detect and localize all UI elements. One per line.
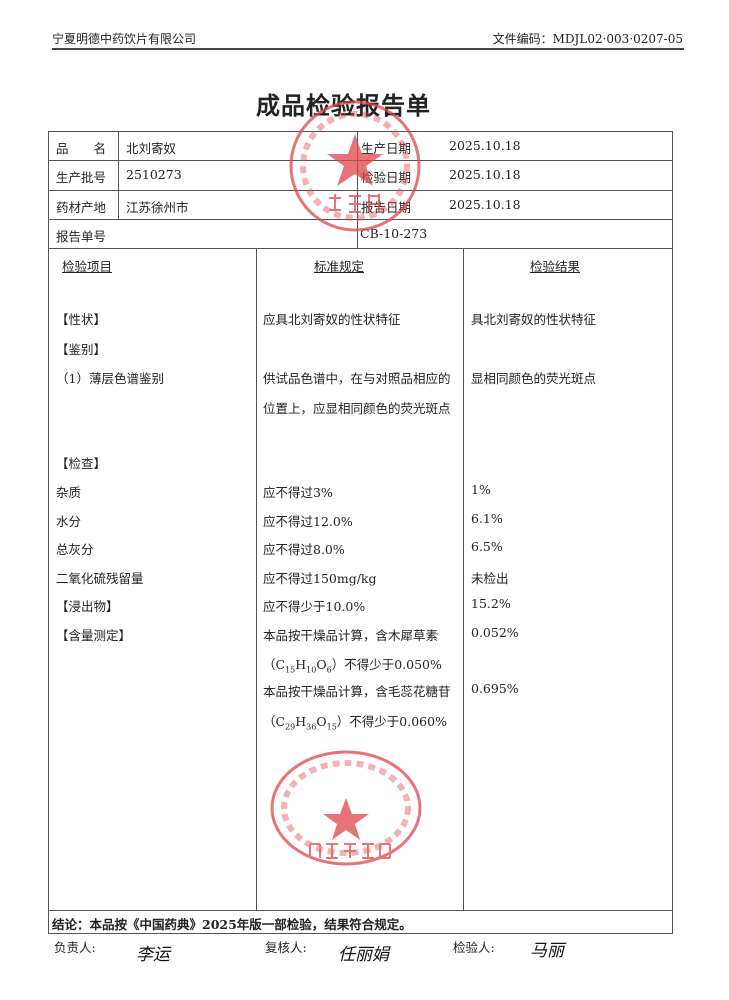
row-result: 1% xyxy=(471,482,491,497)
test-date-label: 检验日期 xyxy=(361,170,412,185)
report-no-label: 报告单号 xyxy=(56,229,107,244)
name-label: 品 名 xyxy=(56,141,107,156)
batch-number: 2510273 xyxy=(126,167,182,182)
row-item: （1）薄层色谱鉴别 xyxy=(56,371,164,386)
document-code: 文件编码：MDJL02·003·0207-05 xyxy=(492,32,683,46)
row-standard: 供试品色谱中，在与对照品相应的 xyxy=(263,371,451,386)
test-date: 2025.10.18 xyxy=(449,167,521,182)
table-rule xyxy=(48,910,673,911)
row-standard: 应不得过12.0% xyxy=(263,514,353,529)
row-standard: 本品按干燥品计算，含毛蕊花糖苷 xyxy=(263,684,451,699)
report-number: CB-10-273 xyxy=(360,226,428,241)
production-date-label: 生产日期 xyxy=(361,141,412,156)
row-item: 【性状】 xyxy=(56,312,107,327)
row-result: 15.2% xyxy=(471,596,511,611)
column-header-result: 检验结果 xyxy=(530,259,581,274)
report-date: 2025.10.18 xyxy=(449,197,521,212)
row-result: 0.052% xyxy=(471,625,519,640)
row-standard: （C29H36O15）不得少于0.060% xyxy=(263,714,447,732)
row-item: 【浸出物】 xyxy=(56,599,119,614)
inspector-signature: 马丽 xyxy=(530,941,564,961)
conclusion: 结论：本品按《中国药典》2025年版一部检验，结果符合规定。 xyxy=(52,917,412,932)
table-rule xyxy=(48,219,673,220)
table-rule xyxy=(672,131,673,933)
row-standard: 应不得过8.0% xyxy=(263,542,345,557)
row-standard: 应不得少于10.0% xyxy=(263,599,366,614)
row-result: 6.5% xyxy=(471,539,503,554)
responsible-label: 负责人: xyxy=(54,940,96,955)
row-standard: （C15H10O6）不得少于0.050% xyxy=(263,657,442,675)
row-item: 【鉴别】 xyxy=(56,342,107,357)
table-rule xyxy=(48,933,673,934)
row-item: 水分 xyxy=(56,514,82,529)
row-item: 二氧化硫残留量 xyxy=(56,571,144,586)
row-standard: 本品按干燥品计算，含木犀草素 xyxy=(263,628,439,643)
reviewer-signature: 任丽娟 xyxy=(338,945,389,965)
report-date-label: 报告日期 xyxy=(361,200,412,215)
row-result: 0.695% xyxy=(471,681,519,696)
qc-seal-stamp xyxy=(270,750,422,866)
origin-label: 药材产地 xyxy=(56,200,107,215)
table-rule xyxy=(48,131,49,933)
row-item: 【含量测定】 xyxy=(56,628,132,643)
row-result: 显相同颜色的荧光斑点 xyxy=(471,371,597,386)
table-rule xyxy=(357,131,358,248)
table-rule xyxy=(48,190,673,191)
origin: 江苏徐州市 xyxy=(126,200,189,215)
table-rule xyxy=(48,248,673,249)
reviewer-label: 复核人: xyxy=(265,940,307,955)
table-rule xyxy=(256,248,257,910)
row-item: 总灰分 xyxy=(56,542,94,557)
page-title: 成品检验报告单 xyxy=(256,92,431,120)
batch-label: 生产批号 xyxy=(56,170,107,185)
row-standard: 应不得过150mg/kg xyxy=(263,571,377,586)
table-rule xyxy=(48,160,673,161)
row-item: 【检查】 xyxy=(56,456,107,471)
row-item: 杂质 xyxy=(56,485,82,500)
row-standard: 应具北刘寄奴的性状特征 xyxy=(263,312,401,327)
row-standard: 位置上，应显相同颜色的荧光斑点 xyxy=(263,401,451,416)
table-rule xyxy=(118,131,119,219)
table-rule xyxy=(48,131,673,132)
column-header-item: 检验项目 xyxy=(62,259,113,274)
product-name: 北刘寄奴 xyxy=(126,141,177,156)
row-result: 6.1% xyxy=(471,511,503,526)
row-result: 具北刘寄奴的性状特征 xyxy=(471,312,597,327)
header-rule xyxy=(52,48,684,50)
production-date: 2025.10.18 xyxy=(449,138,521,153)
table-rule xyxy=(463,248,464,910)
row-result: 未检出 xyxy=(471,571,509,586)
row-standard: 应不得过3% xyxy=(263,485,333,500)
inspector-label: 检验人: xyxy=(453,940,495,955)
column-header-standard: 标准规定 xyxy=(314,259,365,274)
company-name: 宁夏明德中药饮片有限公司 xyxy=(52,32,197,46)
responsible-signature: 李运 xyxy=(136,945,170,965)
